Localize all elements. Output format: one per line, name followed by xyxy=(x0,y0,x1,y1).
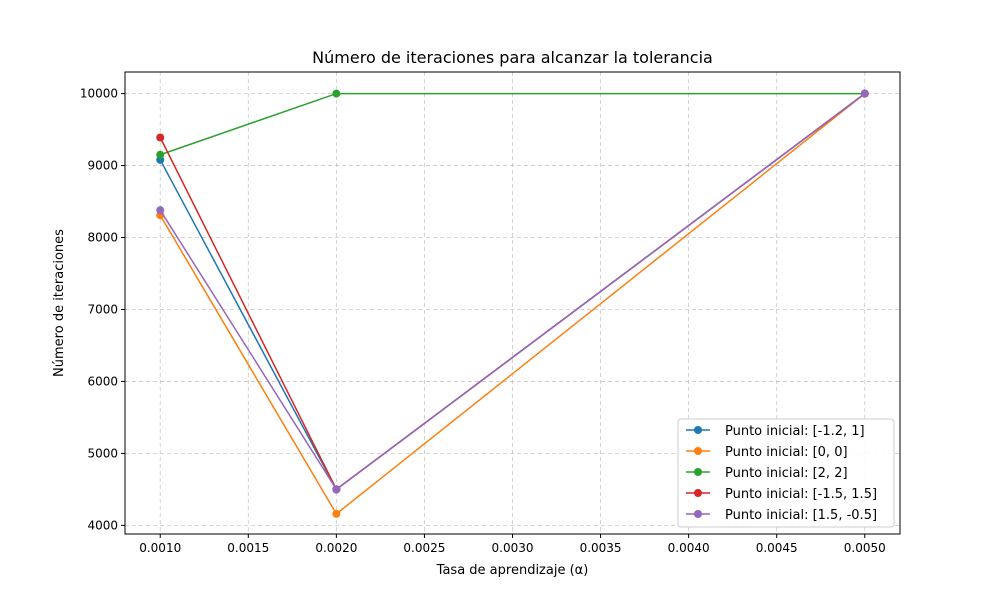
legend-box xyxy=(677,418,895,528)
y-tick-label: 10000 xyxy=(80,87,118,101)
legend-item: Punto inicial: [-1.2, 1] xyxy=(686,424,865,439)
legend-item: Punto inicial: [0, 0] xyxy=(686,445,848,460)
legend-label: Punto inicial: [-1.2, 1] xyxy=(725,424,865,439)
data-point xyxy=(156,133,165,142)
data-point xyxy=(332,89,341,98)
x-axis-label: Tasa de aprendizaje (α) xyxy=(436,563,589,578)
y-tick-label: 4000 xyxy=(87,518,118,532)
series-layer xyxy=(156,89,869,518)
legend-marker xyxy=(694,510,702,518)
y-tick-label: 6000 xyxy=(87,374,118,388)
x-tick-label: 0.0045 xyxy=(756,541,798,555)
x-axis: 0.0010 0.0015 0.0020 0.0025 0.0030 0.0035 0.00… xyxy=(139,534,886,555)
legend-label: Punto inicial: [-1.5, 1.5] xyxy=(725,487,877,502)
data-point xyxy=(156,150,165,159)
legend-marker xyxy=(694,468,702,476)
legend-marker xyxy=(694,447,702,455)
data-point xyxy=(860,89,869,98)
x-tick-label: 0.0025 xyxy=(403,541,445,555)
legend-marker xyxy=(694,426,702,434)
y-tick-label: 5000 xyxy=(87,446,118,460)
x-tick-label: 0.0050 xyxy=(844,541,886,555)
y-axis: 4000 5000 6000 7000 8000 9000 10000 xyxy=(80,87,125,532)
legend-item: Punto inicial: [2, 2] xyxy=(686,466,848,481)
series-5 xyxy=(156,89,869,494)
legend-label: Punto inicial: [1.5, -0.5] xyxy=(725,508,877,523)
data-point xyxy=(156,206,165,215)
data-point xyxy=(332,509,341,518)
x-tick-label: 0.0030 xyxy=(492,541,534,555)
y-tick-label: 7000 xyxy=(87,302,118,316)
legend: Punto inicial: [-1.2, 1] Punto inicial: [… xyxy=(677,418,895,528)
x-tick-label: 0.0020 xyxy=(315,541,357,555)
y-axis-label: Número de iteraciones xyxy=(52,229,67,377)
chart-title: Número de iteraciones para alcanzar la t… xyxy=(312,48,713,67)
legend-marker xyxy=(694,489,702,497)
legend-label: Punto inicial: [0, 0] xyxy=(725,445,848,460)
y-tick-label: 9000 xyxy=(87,159,118,173)
x-tick-label: 0.0015 xyxy=(227,541,269,555)
legend-item: Punto inicial: [1.5, -0.5] xyxy=(686,508,877,523)
x-tick-label: 0.0035 xyxy=(580,541,622,555)
legend-label: Punto inicial: [2, 2] xyxy=(725,466,848,481)
y-tick-label: 8000 xyxy=(87,231,118,245)
data-point xyxy=(332,485,341,494)
x-tick-label: 0.0010 xyxy=(139,541,181,555)
legend-item: Punto inicial: [-1.5, 1.5] xyxy=(686,487,877,502)
x-tick-label: 0.0040 xyxy=(668,541,710,555)
